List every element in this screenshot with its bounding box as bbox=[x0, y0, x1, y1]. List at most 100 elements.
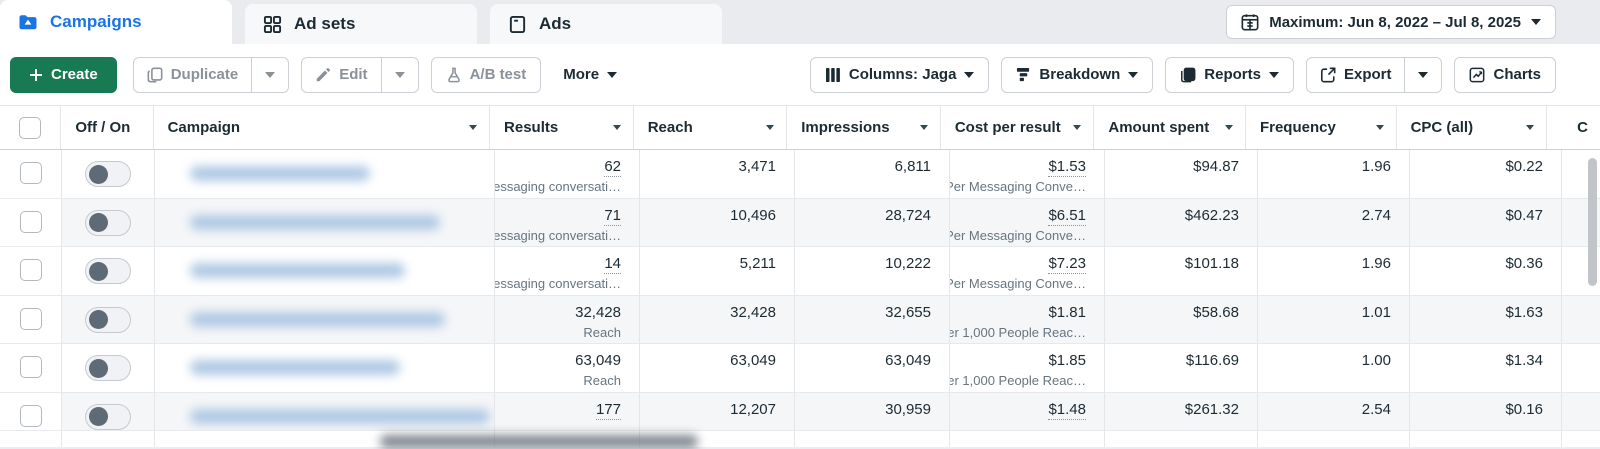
header-campaign[interactable]: Campaign bbox=[154, 106, 491, 149]
results-type-label: Reach bbox=[583, 324, 621, 340]
header-amount-spent[interactable]: Amount spent bbox=[1094, 106, 1246, 149]
campaigns-table: Off / On Campaign Results Reach Impressi… bbox=[0, 106, 1600, 448]
header-reach[interactable]: Reach bbox=[634, 106, 788, 149]
partial-cell bbox=[1105, 431, 1258, 447]
header-cpc[interactable]: CPC (all) bbox=[1397, 106, 1548, 149]
table-row: 62 Messaging conversati… 3,471 6,811 $1.… bbox=[0, 150, 1600, 199]
partial-cell bbox=[1562, 431, 1600, 447]
cost-per-result-value: $1.81 bbox=[1048, 303, 1086, 321]
sort-chevron-icon[interactable] bbox=[766, 125, 775, 130]
cost-per-result-cell: $1.81 Per 1,000 People Reac… bbox=[950, 295, 1105, 343]
table-row: 32,428 Reach 32,428 32,655 $1.81 Per 1,0… bbox=[0, 295, 1600, 344]
duplicate-button[interactable]: Duplicate bbox=[134, 58, 252, 92]
export-icon bbox=[1320, 67, 1336, 83]
columns-button-label: Columns: Jaga bbox=[848, 66, 957, 83]
campaign-off-on-toggle[interactable] bbox=[85, 258, 131, 284]
toolbar-right-group: Columns: Jaga Breakdown Reports bbox=[809, 56, 1556, 93]
row-toggle-cell bbox=[62, 198, 155, 246]
row-checkbox[interactable] bbox=[19, 404, 42, 427]
cost-per-result-value: $6.51 bbox=[1048, 206, 1086, 226]
impressions-cell: 28,724 bbox=[795, 198, 950, 246]
cost-per-result-value: $1.85 bbox=[1048, 352, 1086, 369]
partial-column-cell bbox=[1562, 295, 1600, 343]
chevron-down-icon bbox=[1268, 71, 1279, 78]
row-select-cell bbox=[0, 392, 62, 430]
create-button[interactable]: Create bbox=[10, 56, 117, 93]
header-cost-per-result[interactable]: Cost per result bbox=[941, 106, 1095, 149]
row-checkbox[interactable] bbox=[19, 259, 42, 281]
ads-card-icon bbox=[508, 15, 527, 34]
cost-per-result-cell: $1.53 Per Messaging Conve… bbox=[950, 150, 1105, 198]
reports-button[interactable]: Reports bbox=[1165, 56, 1294, 93]
reach-cell: 5,211 bbox=[640, 247, 795, 295]
sort-chevron-icon[interactable] bbox=[1526, 125, 1535, 130]
campaign-off-on-toggle[interactable] bbox=[85, 403, 131, 430]
impressions-cell: 63,049 bbox=[795, 344, 950, 392]
impressions-value: 6,811 bbox=[894, 158, 931, 175]
row-checkbox[interactable] bbox=[19, 356, 42, 378]
export-button[interactable]: Export bbox=[1307, 58, 1405, 92]
duplicate-dropdown-button[interactable] bbox=[251, 57, 288, 92]
frequency-cell: 2.74 bbox=[1258, 198, 1410, 246]
cpc-value: $0.47 bbox=[1505, 206, 1543, 224]
cost-per-result-type-label: Per 1,000 People Reac… bbox=[950, 373, 1086, 388]
breakdown-button[interactable]: Breakdown bbox=[1001, 56, 1154, 93]
vertical-scrollbar-thumb[interactable] bbox=[1588, 158, 1597, 286]
toggle-knob bbox=[89, 164, 108, 184]
chevron-down-icon bbox=[394, 71, 405, 78]
more-button[interactable]: More bbox=[557, 66, 623, 83]
campaign-off-on-toggle[interactable] bbox=[85, 355, 131, 381]
edit-dropdown-button[interactable] bbox=[380, 57, 418, 92]
tab-ads[interactable]: Ads bbox=[490, 4, 722, 44]
row-checkbox[interactable] bbox=[19, 307, 42, 330]
campaign-name-link-blurred[interactable] bbox=[190, 214, 440, 230]
header-results[interactable]: Results bbox=[490, 106, 634, 149]
tab-ad-sets[interactable]: Ad sets bbox=[245, 4, 477, 44]
amount-spent-value: $116.69 bbox=[1185, 352, 1239, 369]
campaign-off-on-toggle[interactable] bbox=[85, 161, 131, 187]
campaign-name-link-blurred[interactable] bbox=[190, 408, 490, 424]
sort-chevron-icon[interactable] bbox=[612, 125, 621, 130]
chevron-down-icon bbox=[964, 71, 975, 78]
results-value: 14 bbox=[604, 255, 621, 274]
results-value: 177 bbox=[595, 400, 621, 420]
tab-campaigns[interactable]: Campaigns bbox=[0, 0, 232, 44]
row-select-cell bbox=[0, 198, 62, 246]
date-range-button[interactable]: Maximum: Jun 8, 2022 – Jul 8, 2025 bbox=[1226, 5, 1556, 39]
campaign-name-link-blurred[interactable] bbox=[190, 360, 400, 375]
table-row: 63,049 Reach 63,049 63,049 $1.85 Per 1,0… bbox=[0, 344, 1600, 393]
select-all-checkbox[interactable] bbox=[19, 116, 42, 139]
row-select-cell bbox=[0, 295, 62, 343]
sort-chevron-icon[interactable] bbox=[469, 125, 478, 130]
impressions-value: 28,724 bbox=[885, 206, 931, 224]
campaign-name-link-blurred[interactable] bbox=[190, 311, 445, 327]
row-checkbox[interactable] bbox=[19, 210, 42, 233]
frequency-cell: 1.01 bbox=[1258, 295, 1410, 343]
header-impressions-label: Impressions bbox=[801, 119, 890, 136]
reach-value: 63,049 bbox=[730, 352, 776, 369]
campaign-off-on-toggle[interactable] bbox=[85, 306, 131, 333]
charts-button[interactable]: Charts bbox=[1454, 56, 1556, 93]
ab-test-button[interactable]: A/B test bbox=[430, 56, 542, 93]
reports-button-label: Reports bbox=[1204, 66, 1261, 83]
row-select-cell bbox=[0, 150, 62, 198]
export-dropdown-button[interactable] bbox=[1404, 57, 1441, 92]
chevron-down-icon bbox=[1418, 71, 1429, 78]
frequency-value: 2.74 bbox=[1361, 206, 1391, 224]
row-checkbox[interactable] bbox=[19, 162, 42, 184]
campaign-name-link-blurred[interactable] bbox=[190, 263, 405, 278]
campaign-off-on-toggle[interactable] bbox=[85, 209, 131, 236]
edit-button[interactable]: Edit bbox=[302, 58, 380, 92]
header-frequency[interactable]: Frequency bbox=[1246, 106, 1397, 149]
sort-chevron-icon[interactable] bbox=[1073, 125, 1082, 130]
frequency-cell: 1.96 bbox=[1258, 247, 1410, 295]
amount-spent-cell: $261.32 bbox=[1105, 392, 1258, 430]
sort-chevron-icon[interactable] bbox=[1375, 125, 1384, 130]
campaign-name-link-blurred[interactable] bbox=[190, 166, 370, 181]
partial-column-cell bbox=[1562, 392, 1600, 430]
header-impressions[interactable]: Impressions bbox=[787, 106, 941, 149]
results-type-label: Messaging conversati… bbox=[495, 276, 621, 291]
sort-chevron-icon[interactable] bbox=[1224, 125, 1233, 130]
sort-chevron-icon[interactable] bbox=[919, 125, 928, 130]
columns-button[interactable]: Columns: Jaga bbox=[809, 56, 990, 93]
